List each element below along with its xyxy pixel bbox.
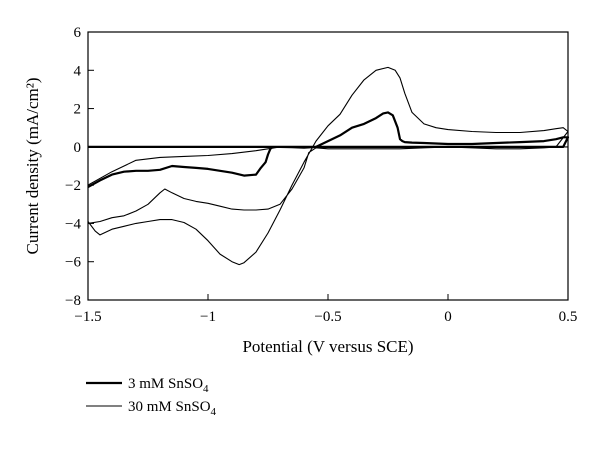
y-axis-ticks: −8 −6 −4 −2 0 2 4 6 [65,25,94,309]
x-axis-title: Potential (V versus SCE) [242,337,413,356]
series-line-2 [87,66,569,266]
y-tick-label: −2 [65,178,81,194]
y-tick-label: −8 [65,293,81,309]
y-tick-label: 6 [74,25,82,41]
y-axis-title: Current density (mA/cm²) [23,78,42,255]
x-axis-ticks: −1.5 −1 −0.5 0 0.5 [74,294,577,325]
y-tick-label: −6 [65,255,81,271]
legend-label: 30 mM SnSO4 [128,399,217,418]
x-tick-label: 0 [444,309,452,325]
legend-label: 3 mM SnSO4 [128,376,209,395]
x-tick-label: −1 [200,309,216,325]
x-tick-label: 0.5 [559,309,578,325]
y-tick-label: −4 [65,216,81,232]
x-tick-label: −1.5 [74,309,101,325]
reference-line [87,146,281,186]
series-line-1 [87,111,570,189]
plot-frame [87,31,569,301]
y-tick-label: 4 [74,63,82,79]
series-layer [87,66,570,266]
y-tick-label: 0 [74,140,82,156]
y-tick-label: 2 [74,102,82,118]
legend: 3 mM SnSO4 30 mM SnSO4 [86,376,217,418]
x-tick-label: −0.5 [314,309,341,325]
